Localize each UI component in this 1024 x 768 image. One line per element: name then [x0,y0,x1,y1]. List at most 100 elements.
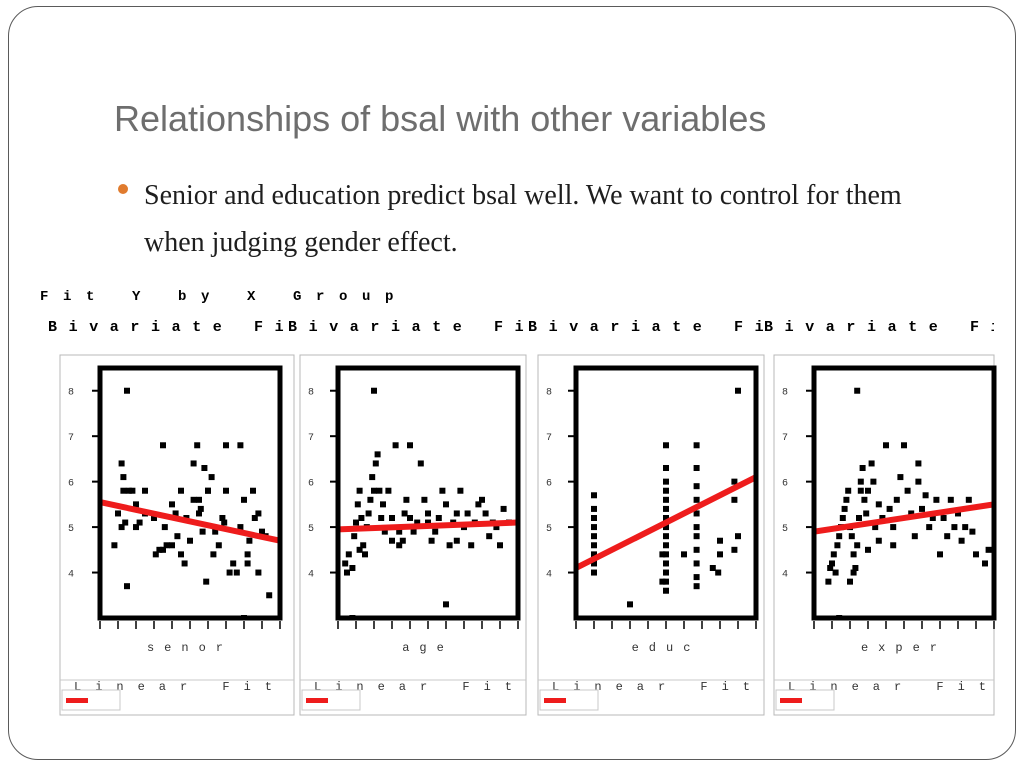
data-point [178,487,184,494]
data-point [237,524,244,531]
data-point [922,492,929,499]
data-point [731,546,738,553]
data-point [414,519,421,526]
data-point [947,496,954,503]
data-point [897,474,904,481]
data-point [233,569,240,576]
data-point [836,533,843,540]
data-point [847,578,853,585]
y-tick-label: 5 [308,524,314,535]
data-point [591,551,597,558]
data-point [883,442,889,449]
data-point [161,524,168,531]
data-point [468,542,475,549]
data-point [848,533,855,540]
y-tick-label: 6 [308,479,314,490]
data-point [136,519,143,526]
data-point [122,519,129,526]
data-point [421,496,428,503]
data-point [197,505,204,512]
data-point [178,551,184,558]
data-point [403,496,410,503]
data-point [627,601,633,608]
y-tick-label: 7 [308,433,314,444]
data-point [407,442,413,449]
data-point [908,510,915,517]
data-point [890,542,897,549]
data-point [237,442,244,449]
y-tick-label: 4 [68,570,74,581]
data-point [591,542,597,549]
data-point [187,537,193,544]
data-point [385,487,392,494]
data-point [160,546,166,553]
y-tick-label: 8 [308,388,314,399]
data-point [663,533,669,540]
legend-box [775,689,835,711]
data-point [194,442,201,449]
data-point [199,528,206,535]
data-point [834,542,841,549]
legend-box [301,689,361,711]
data-point [965,496,972,503]
data-point [663,515,669,521]
data-point [850,569,857,576]
data-point [374,451,381,458]
panel-frame [59,354,295,716]
y-tick-label: 4 [546,570,552,581]
plot-border [97,365,283,621]
data-point [371,387,377,394]
data-point [124,387,130,394]
data-point [152,551,159,558]
data-point [845,487,852,494]
data-point [353,519,359,526]
data-point [389,537,395,544]
data-point [255,569,262,576]
slide-frame [8,6,1016,760]
data-point [367,496,374,503]
panel-title: Bivariate Fi [288,319,524,336]
data-point [221,519,228,526]
fit-line [338,519,518,533]
data-point [958,537,965,544]
data-point [362,551,368,558]
y-tick-label: 7 [782,433,788,444]
data-point [693,533,700,540]
data-point [962,524,969,531]
data-point [486,533,493,540]
data-point [396,528,403,535]
data-point [591,524,597,531]
data-point [425,510,431,517]
data-point [663,496,669,503]
data-point [937,551,943,558]
data-point [133,524,139,531]
data-point [360,542,367,549]
data-point [829,560,835,567]
data-point [731,496,738,503]
fit-line [100,499,280,544]
data-point [955,510,961,517]
y-tick-label: 6 [68,479,74,490]
data-point [663,560,669,567]
data-point [735,533,741,540]
data-point [230,560,237,567]
data-point [500,505,507,512]
legend-swatch [306,698,328,703]
data-point [479,496,485,503]
data-point [399,537,406,544]
y-tick-label: 4 [308,570,314,581]
data-point [174,533,181,540]
data-point [169,501,175,508]
data-point [120,487,127,494]
data-point [482,510,489,517]
data-point [854,542,861,549]
data-point [342,560,349,567]
data-point [709,565,716,571]
data-point [886,505,893,512]
legend-label: Linear Fit [74,680,286,694]
legend-label: Linear Fit [314,680,526,694]
data-point [351,533,358,540]
data-point [693,524,700,531]
y-tick-label: 5 [782,524,788,535]
data-point [893,496,900,503]
